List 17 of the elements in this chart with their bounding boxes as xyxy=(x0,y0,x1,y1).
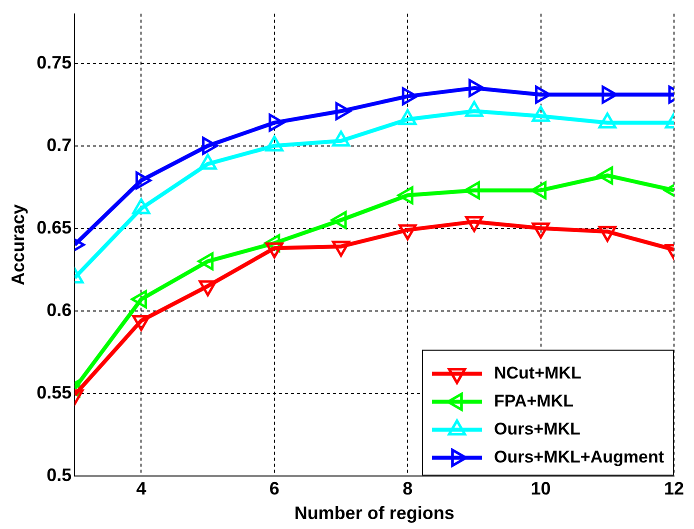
x-axis-title: Number of regions xyxy=(294,503,454,524)
y-tick-label: 0.6 xyxy=(46,300,72,320)
legend-label: Ours+MKL+Augment xyxy=(494,447,664,466)
y-tick-label: 0.75 xyxy=(36,52,72,72)
legend-label: Ours+MKL xyxy=(494,419,580,438)
y-tick-label: 0.7 xyxy=(46,134,72,155)
y-tick-label: 0.65 xyxy=(36,217,72,238)
y-tick-label: 0.5 xyxy=(46,464,72,485)
x-tick-label: 10 xyxy=(530,478,551,499)
x-tick-label: 12 xyxy=(664,478,684,499)
legend-label: FPA+MKL xyxy=(494,391,574,410)
legend-label: NCut+MKL xyxy=(494,363,582,382)
x-tick-label: 8 xyxy=(402,478,413,499)
x-tick-label: 4 xyxy=(136,478,146,499)
y-axis-title: Accuracy xyxy=(8,204,28,286)
x-tick-label: 6 xyxy=(269,478,280,499)
y-tick-label: 0.55 xyxy=(36,382,72,402)
